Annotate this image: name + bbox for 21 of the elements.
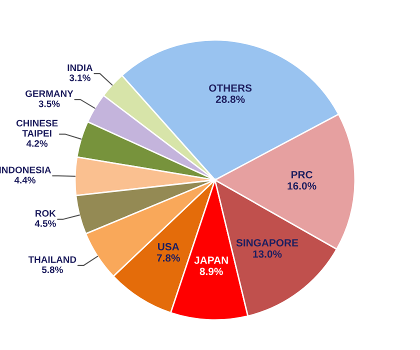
slice-label: JAPAN [194, 256, 228, 264]
data-label: 3.5% [38, 100, 60, 108]
slice-label: ROK [36, 210, 56, 217]
data-label: 4.2% [26, 140, 48, 147]
slice-label: THAILAND [28, 256, 76, 263]
slice-label: SINGAPORE [236, 239, 298, 247]
slice-label: CHINESE TAIPEI [16, 120, 58, 137]
data-label: 7.8% [156, 254, 180, 262]
data-label: 28.8% [216, 96, 245, 103]
data-label: 3.1% [69, 74, 90, 82]
slice-label: GERMANY [26, 90, 74, 98]
data-label: 13.0% [253, 250, 282, 258]
slice-label: PRC [291, 171, 313, 178]
slice-label: INDIA [68, 64, 93, 71]
data-label: 8.9% [200, 268, 223, 276]
data-label: 5.8% [42, 266, 63, 274]
slice-label: OTHERS [209, 84, 252, 92]
data-label: 16.0% [288, 182, 316, 190]
slice-label: USA [158, 243, 180, 250]
data-label: 4.5% [34, 220, 56, 227]
data-label: 4.4% [14, 176, 36, 184]
